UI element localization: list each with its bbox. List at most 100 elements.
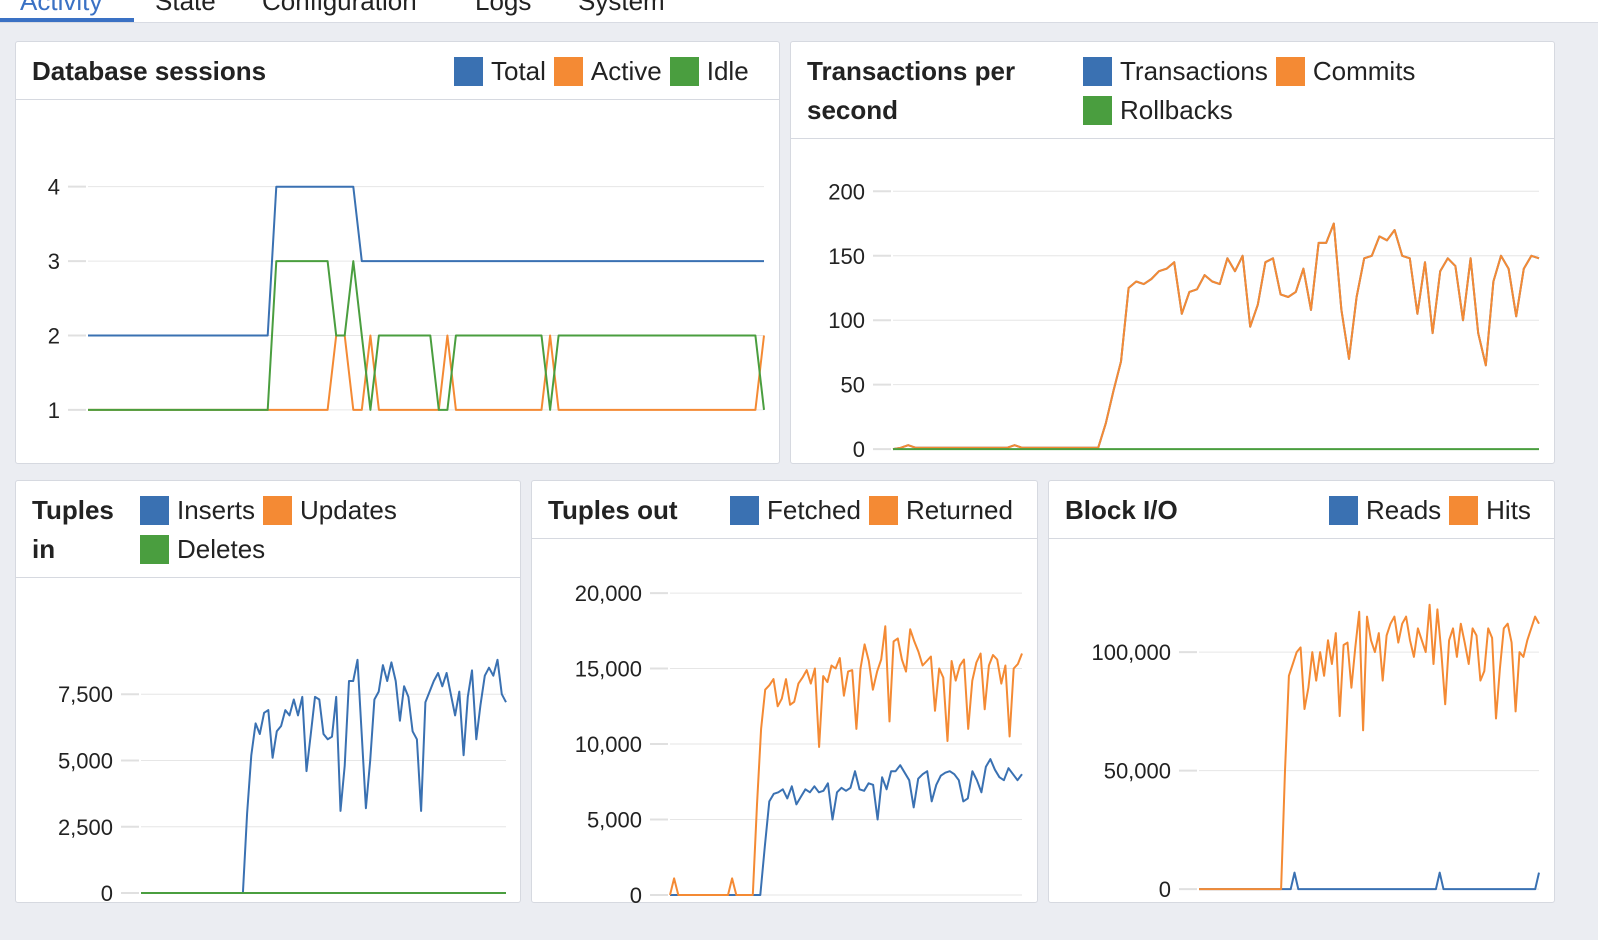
legend-item-commits[interactable]: Commits [1275,52,1416,91]
chart-title: Tuples in [32,495,114,564]
y-tick-label: 200 [828,179,865,204]
legend-swatch [868,496,898,525]
tab-logs[interactable]: Logs [475,0,532,16]
y-tick-label: 5,000 [58,749,113,774]
panel-header: Block I/O Reads Hits [1049,481,1554,539]
panel-transactions-per-second: Transactions per second Transactions Com… [790,41,1555,464]
legend-label: Updates [300,495,397,525]
chart-plot-area: 1 2 3 4 [48,175,765,423]
chart-title: Database sessions [32,56,267,86]
legend-item-fetched[interactable]: Fetched [730,491,861,530]
legend-item-hits[interactable]: Hits [1449,491,1531,530]
legend-item-active[interactable]: Active [553,52,662,91]
series-line-idle[interactable] [88,260,765,411]
chart-plot-area: 0 50 100 150 200 [828,179,1540,462]
y-tick-label: 0 [1159,877,1171,902]
y-tick-label: 3 [48,249,60,274]
tab-system[interactable]: System [578,0,665,16]
legend-swatch [669,57,699,86]
y-tick-label: 50,000 [1104,759,1171,784]
y-tick-label: 0 [630,883,642,904]
chart-legend: Inserts Updates Deletes [140,491,430,569]
tab-bar: Activity State Configuration Logs System [0,0,1598,23]
legend-label: Returned [905,495,1013,525]
chart-plot-area: 0 50,000 100,000 [1091,603,1540,902]
legend-swatch [1083,57,1112,86]
legend-swatch [1329,496,1358,525]
legend-swatch [1275,57,1305,86]
legend-item-total[interactable]: Total [454,52,546,91]
legend-label: Commits [1312,56,1416,86]
chart-plot-area: 0 5,000 10,000 15,000 20,000 [575,581,1023,904]
panel-database-sessions: Database sessions Total Active Idle 1 2 3 4 [15,41,780,464]
y-tick-label: 20,000 [575,581,642,606]
legend-label: Transactions [1120,56,1268,86]
legend-label: Rollbacks [1120,95,1233,125]
panel-tuples-out: Tuples out Fetched Returned 0 5,000 10,000… [531,480,1038,904]
y-tick-label: 100 [828,308,865,333]
panel-header: Database sessions Total Active Idle [16,42,779,100]
series-line-inserts[interactable] [141,658,507,894]
y-tick-label: 0 [101,881,113,904]
chart-legend: Transactions Commits Rollbacks [1083,52,1523,130]
series-line-transactions[interactable] [892,222,1540,451]
series-line-fetched[interactable] [670,758,1023,896]
panel-header: Tuples out Fetched Returned [532,481,1037,539]
legend-item-updates[interactable]: Updates [263,491,397,530]
y-tick-label: 1 [48,398,60,423]
y-tick-label: 2 [48,323,60,348]
chart-plot-area: 0 2,500 5,000 7,500 [58,658,507,904]
legend-label: Fetched [767,495,861,525]
y-tick-label: 100,000 [1091,640,1171,665]
series-line-returned[interactable] [669,625,1023,896]
series-line-active[interactable] [88,334,765,411]
legend-item-transactions[interactable]: Transactions [1083,52,1268,91]
legend-label: Inserts [177,495,256,525]
y-tick-label: 0 [853,437,865,462]
legend-item-idle[interactable]: Idle [669,52,749,91]
y-tick-label: 150 [828,244,865,269]
chart-legend: Reads Hits [1329,491,1559,530]
legend-item-deletes[interactable]: Deletes [140,530,265,569]
legend-swatch [553,57,583,86]
legend-label: Idle [706,56,749,86]
chart-title: Block I/O [1065,495,1178,525]
legend-swatch [140,496,169,525]
chart-title: Transactions per second [807,56,1016,125]
legend-label: Hits [1486,495,1531,525]
panel-header: Transactions per second Transactions Com… [791,42,1554,139]
legend-item-reads[interactable]: Reads [1329,491,1441,530]
legend-swatch [730,496,759,525]
tab-state[interactable]: State [155,0,216,16]
chart-legend: Fetched Returned [730,491,1040,530]
tab-configuration[interactable]: Configuration [262,0,417,16]
legend-label: Deletes [177,534,266,564]
legend-swatch [454,57,483,86]
legend-label: Reads [1366,495,1442,525]
series-line-commits[interactable] [892,222,1540,451]
chart-title: Tuples out [548,495,678,525]
y-tick-label: 15,000 [575,657,642,682]
legend-label: Active [590,56,662,86]
panel-tuples-in: Tuples in Inserts Updates Deletes 0 2,500… [15,480,521,904]
y-tick-label: 4 [48,175,60,200]
legend-item-inserts[interactable]: Inserts [140,491,255,530]
chart-legend: Total Active Idle [454,52,784,91]
series-line-reads[interactable] [1199,871,1540,891]
series-line-hits[interactable] [1199,603,1540,891]
legend-item-returned[interactable]: Returned [868,491,1013,530]
legend-swatch [1449,496,1479,525]
active-tab-indicator [0,18,134,22]
legend-swatch [140,535,169,564]
series-line-total[interactable] [88,185,764,337]
y-tick-label: 10,000 [575,732,642,757]
y-tick-label: 5,000 [587,807,642,832]
legend-item-rollbacks[interactable]: Rollbacks [1083,91,1233,130]
tab-activity[interactable]: Activity [20,0,103,16]
y-tick-label: 7,500 [58,682,113,707]
legend-label: Total [491,56,546,86]
legend-swatch [263,496,293,525]
y-tick-label: 50 [841,373,865,398]
y-tick-label: 2,500 [58,815,113,840]
panel-header: Tuples in Inserts Updates Deletes [16,481,520,578]
